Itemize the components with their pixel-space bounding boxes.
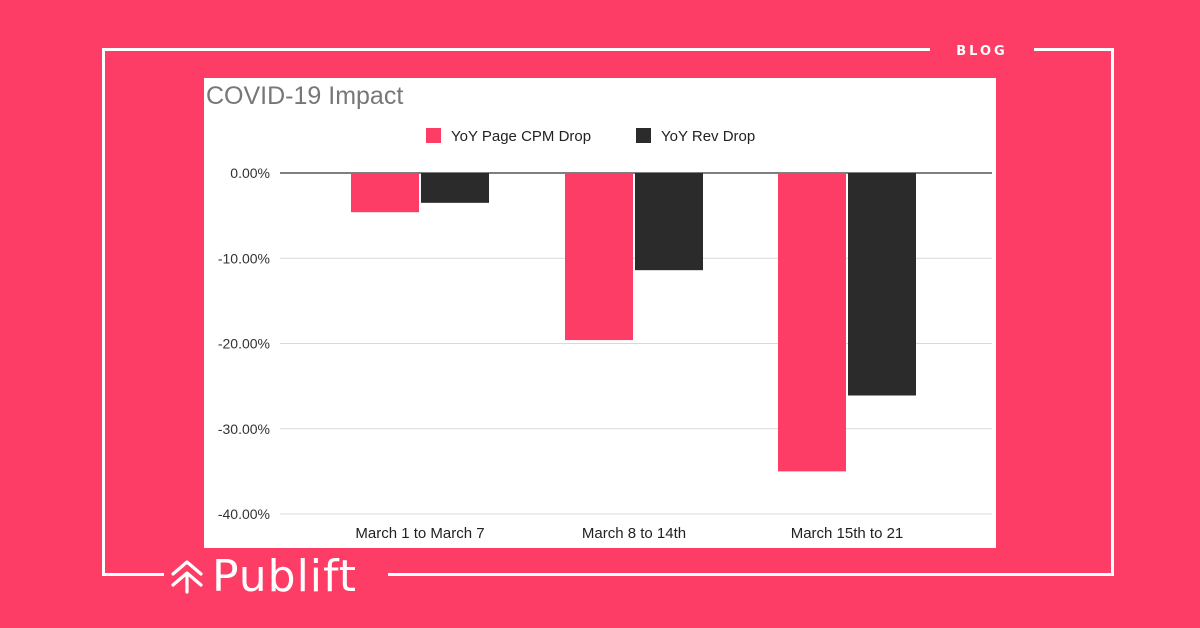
- bar-page-cpm-drop-2: [565, 173, 633, 341]
- legend: YoY Page CPM Drop YoY Rev Drop: [426, 128, 755, 145]
- y-tick-label: -10.00%: [218, 250, 270, 266]
- frame-top-left: [102, 48, 930, 51]
- blog-label: BLOG: [956, 44, 1008, 59]
- frame-left: [102, 48, 105, 576]
- legend-label: YoY Page CPM Drop: [451, 128, 591, 145]
- brand-logo: Publift: [170, 548, 357, 604]
- x-tick-label: March 15th to 21: [791, 525, 904, 542]
- axis-layer: 0.00% -10.00% -20.00% -30.00% -40.00% March 1…: [218, 165, 903, 542]
- chart-card: COVID-19 Impact 0.00% -10.00% -20.00% -30.0…: [204, 78, 996, 548]
- legend-label: YoY Rev Drop: [661, 128, 755, 145]
- x-tick-label: March 1 to March 7: [355, 525, 484, 542]
- frame-bottom-left: [102, 573, 164, 576]
- legend-swatch: [636, 128, 651, 143]
- bar-rev-drop-3: [848, 173, 916, 396]
- bar-rev-drop-2: [635, 173, 703, 271]
- y-tick-label: -40.00%: [218, 506, 270, 522]
- frame-right: [1111, 48, 1114, 576]
- bar-chart: COVID-19 Impact 0.00% -10.00% -20.00% -30.0…: [206, 82, 992, 542]
- legend-swatch: [426, 128, 441, 143]
- bar-page-cpm-drop-3: [778, 173, 846, 472]
- y-tick-label: -30.00%: [218, 421, 270, 437]
- brand-name: Publift: [212, 550, 357, 602]
- chart-title: COVID-19 Impact: [206, 82, 403, 110]
- frame-top-right: [1034, 48, 1114, 51]
- bar-rev-drop-1: [421, 173, 489, 203]
- bar-layer: [351, 173, 916, 472]
- bar-page-cpm-drop-1: [351, 173, 419, 213]
- double-chevron-up-icon: [171, 560, 203, 594]
- x-tick-label: March 8 to 14th: [582, 525, 686, 542]
- y-tick-label: -20.00%: [218, 336, 270, 352]
- frame-bottom-right: [388, 573, 1114, 576]
- y-tick-label: 0.00%: [230, 165, 270, 181]
